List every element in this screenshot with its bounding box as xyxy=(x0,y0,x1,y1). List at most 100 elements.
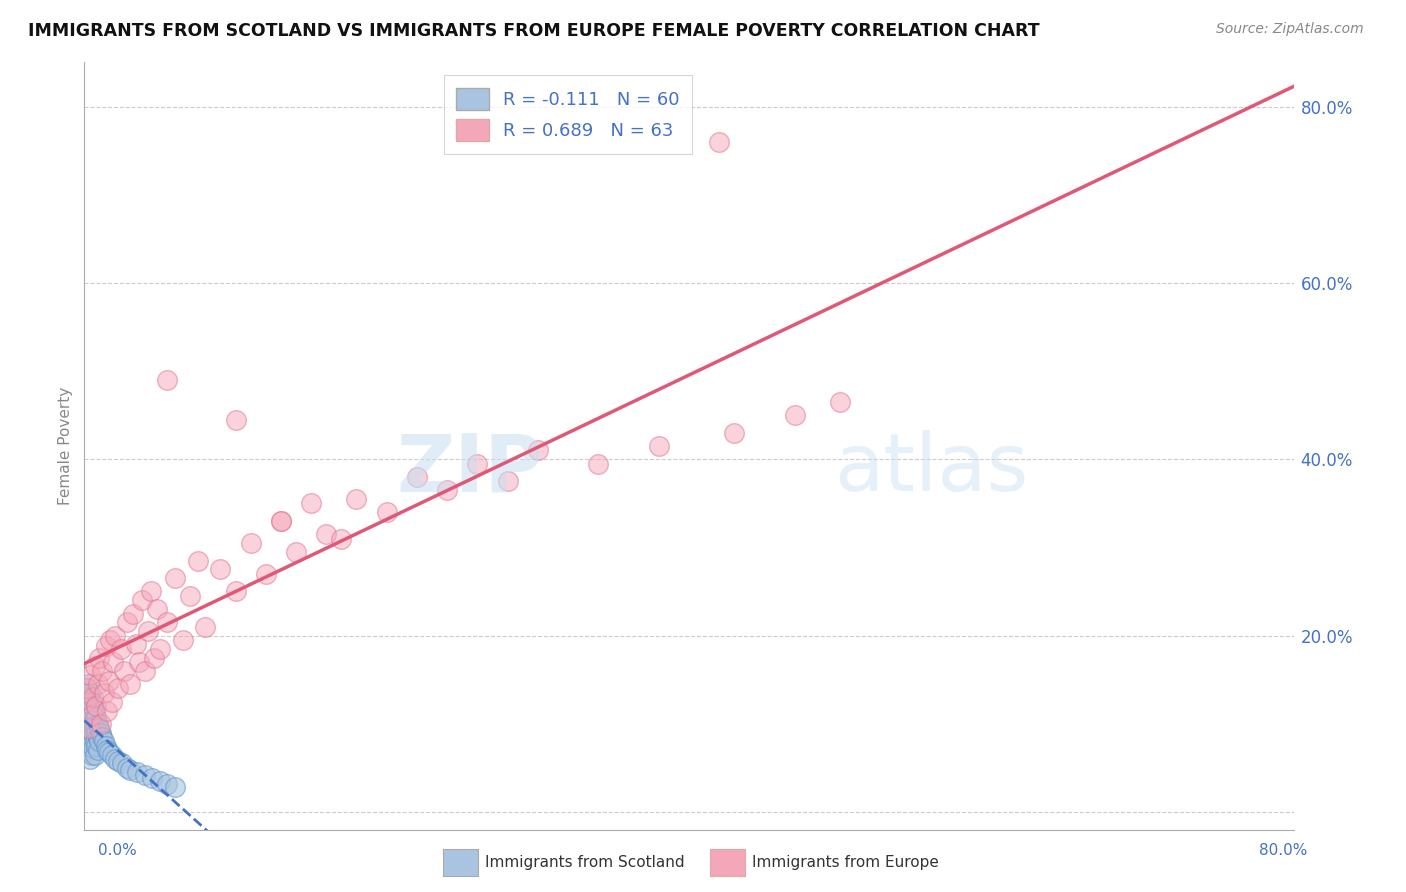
Point xyxy=(104,629,127,643)
Point xyxy=(76,681,98,696)
Point xyxy=(141,772,163,786)
Point xyxy=(80,734,103,748)
Point xyxy=(86,699,108,714)
Point xyxy=(82,690,104,705)
Point xyxy=(156,373,179,387)
Point xyxy=(77,721,100,735)
Point xyxy=(86,739,108,753)
Point xyxy=(87,716,110,731)
Point xyxy=(111,756,134,771)
Point xyxy=(79,739,101,753)
Text: Immigrants from Europe: Immigrants from Europe xyxy=(752,855,939,870)
Point xyxy=(82,727,104,741)
Point xyxy=(76,725,98,739)
Point xyxy=(156,615,179,630)
Point xyxy=(225,412,247,426)
Text: IMMIGRANTS FROM SCOTLAND VS IMMIGRANTS FROM EUROPE FEMALE POVERTY CORRELATION CH: IMMIGRANTS FROM SCOTLAND VS IMMIGRANTS F… xyxy=(28,22,1040,40)
Point xyxy=(496,475,519,489)
Point xyxy=(139,584,162,599)
Point xyxy=(179,589,201,603)
Point xyxy=(101,655,124,669)
Point xyxy=(94,639,117,653)
Point xyxy=(149,641,172,656)
Point xyxy=(87,677,110,691)
Point xyxy=(588,457,610,471)
Point xyxy=(77,704,100,718)
Point xyxy=(436,483,458,497)
Point xyxy=(82,701,104,715)
Text: ZIP: ZIP xyxy=(396,430,544,508)
Point xyxy=(527,443,550,458)
Point xyxy=(194,620,217,634)
Point xyxy=(77,677,100,691)
Point xyxy=(131,593,153,607)
Point xyxy=(125,637,148,651)
Point xyxy=(136,624,159,639)
Point xyxy=(118,677,141,691)
Point xyxy=(156,777,179,791)
Point xyxy=(84,706,107,721)
Point xyxy=(115,761,138,775)
Point xyxy=(79,699,101,714)
Point xyxy=(75,716,97,731)
Point xyxy=(128,655,150,669)
Legend: R = -0.111   N = 60, R = 0.689   N = 63: R = -0.111 N = 60, R = 0.689 N = 63 xyxy=(444,75,692,153)
Text: atlas: atlas xyxy=(834,430,1028,508)
Point xyxy=(134,768,156,782)
Text: 80.0%: 80.0% xyxy=(1260,843,1308,858)
Point xyxy=(107,754,129,768)
Text: 0.0%: 0.0% xyxy=(98,843,138,858)
Point xyxy=(165,571,187,585)
Point xyxy=(239,536,262,550)
Point xyxy=(209,562,232,576)
Point xyxy=(467,457,489,471)
Point xyxy=(315,527,337,541)
Point xyxy=(87,730,110,744)
Point xyxy=(783,408,806,422)
Point xyxy=(146,602,169,616)
Point xyxy=(270,514,292,528)
Point xyxy=(84,659,107,673)
Point xyxy=(79,752,101,766)
Text: Immigrants from Scotland: Immigrants from Scotland xyxy=(485,855,685,870)
Point xyxy=(86,709,108,723)
Point xyxy=(830,395,852,409)
Point xyxy=(299,496,322,510)
Point xyxy=(89,734,111,748)
Point xyxy=(77,730,100,744)
Point xyxy=(80,721,103,735)
Point xyxy=(90,716,112,731)
Point xyxy=(76,712,98,726)
Point xyxy=(254,566,277,581)
Point xyxy=(330,532,353,546)
Point xyxy=(100,747,122,762)
Point xyxy=(270,514,292,528)
Point xyxy=(75,690,97,705)
Point xyxy=(82,741,104,756)
Point xyxy=(375,505,398,519)
Point xyxy=(84,734,107,748)
Point xyxy=(84,747,107,762)
Point xyxy=(96,704,118,718)
Point xyxy=(110,641,132,656)
Point xyxy=(149,774,172,789)
Point xyxy=(142,650,165,665)
Point xyxy=(98,632,121,647)
Point xyxy=(112,664,135,678)
Point xyxy=(79,725,101,739)
Point xyxy=(89,721,111,735)
Point xyxy=(84,721,107,735)
Point xyxy=(165,780,187,795)
Point xyxy=(93,734,115,748)
Point xyxy=(77,690,100,705)
Point xyxy=(225,584,247,599)
Point xyxy=(104,752,127,766)
Point xyxy=(94,739,117,753)
Point xyxy=(86,725,108,739)
Point xyxy=(76,699,98,714)
Point xyxy=(127,765,149,780)
Point xyxy=(80,695,103,709)
Point xyxy=(723,425,745,440)
Point xyxy=(75,695,97,709)
Point xyxy=(172,632,194,647)
